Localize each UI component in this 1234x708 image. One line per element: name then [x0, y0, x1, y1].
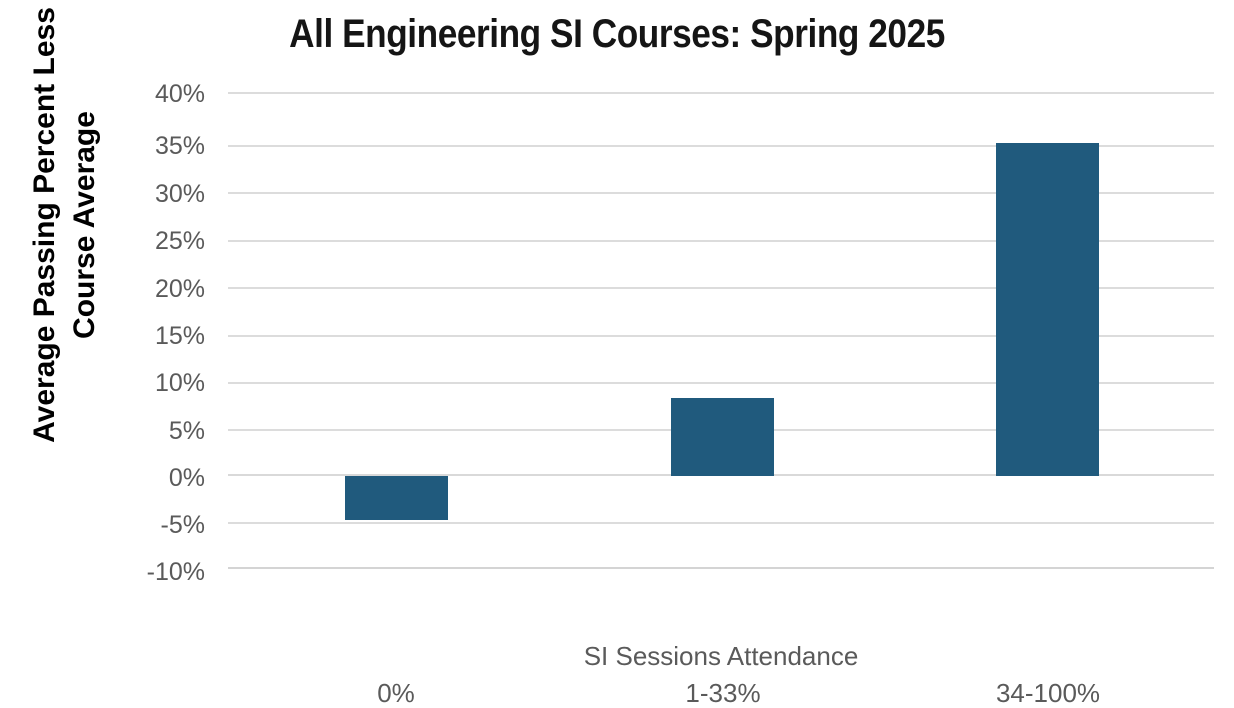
y-tick-label-0: 0% — [168, 464, 205, 492]
y-tick-label-35: 35% — [154, 132, 205, 160]
gridline-30 — [228, 192, 1214, 194]
gridline-neg10 — [228, 567, 1214, 569]
x-axis-title: SI Sessions Attendance — [583, 641, 859, 671]
gridline-20 — [228, 287, 1214, 289]
x-tick-label-0pct: 0% — [377, 678, 415, 708]
gridline-35 — [228, 145, 1214, 147]
y-tick-label-20: 20% — [154, 275, 205, 303]
y-tick-label-10: 10% — [154, 369, 205, 397]
gridline-neg5 — [228, 522, 1214, 524]
bar-category-0pct[interactable] — [345, 476, 448, 520]
y-tick-label-30: 30% — [154, 180, 205, 208]
gridline-40 — [228, 92, 1214, 94]
plot-area: 0% 1-33% 34-100% — [228, 92, 1214, 708]
y-tick-label-neg10: -10% — [146, 558, 205, 586]
y-tick-label-5: 5% — [168, 417, 205, 445]
gridline-15 — [228, 335, 1214, 337]
gridline-25 — [228, 240, 1214, 242]
y-axis-title-line-1: Average Passing Percent Less — [28, 7, 61, 443]
x-tick-label-34-100pct: 34-100% — [995, 678, 1101, 708]
x-tick-label-1-33pct: 1-33% — [685, 678, 761, 708]
bar-category-34-100pct[interactable] — [996, 143, 1099, 476]
chart-title: All Engineering SI Courses: Spring 2025 — [289, 12, 945, 56]
bar-category-1-33pct[interactable] — [671, 398, 774, 476]
y-tick-label-40: 40% — [154, 80, 205, 108]
y-tick-label-25: 25% — [154, 227, 205, 255]
gridline-10 — [228, 382, 1214, 384]
y-tick-label-neg5: -5% — [160, 511, 205, 539]
y-tick-label-15: 15% — [154, 322, 205, 350]
